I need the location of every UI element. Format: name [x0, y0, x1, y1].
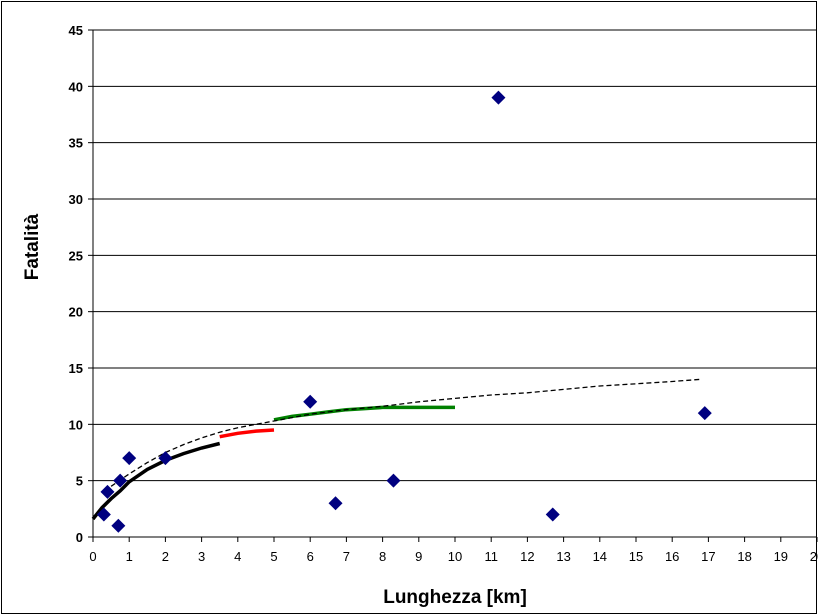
data-points — [96, 90, 712, 533]
data-point-2 — [100, 484, 115, 499]
trend-curve-4 — [110, 378, 702, 487]
x-tick-label-6: 6 — [307, 549, 314, 564]
data-point-10 — [491, 90, 506, 105]
trend-curve-2 — [219, 428, 275, 439]
data-point-6 — [158, 451, 173, 466]
x-tick-label-17: 17 — [701, 549, 715, 564]
y-tick-label-15: 15 — [69, 361, 83, 376]
y-tick-label-30: 30 — [69, 192, 83, 207]
data-point-4 — [113, 473, 128, 488]
gridlines — [93, 29, 817, 482]
x-tick-label-3: 3 — [198, 549, 205, 564]
x-tick-label-1: 1 — [126, 549, 133, 564]
x-tick-label-20: 20 — [810, 549, 818, 564]
x-tick-label-18: 18 — [737, 549, 751, 564]
data-point-5 — [122, 451, 137, 466]
y-axis-title: Fatalità — [22, 213, 43, 280]
y-tick-label-40: 40 — [69, 79, 83, 94]
x-tick-label-16: 16 — [665, 549, 679, 564]
y-tick-label-20: 20 — [69, 305, 83, 320]
y-tick-label-10: 10 — [69, 417, 83, 432]
x-tick-label-19: 19 — [774, 549, 788, 564]
data-point-9 — [386, 473, 401, 488]
data-point-3 — [111, 518, 126, 533]
x-tick-labels: 01234567891011121314151617181920 — [89, 549, 818, 564]
data-point-1 — [96, 507, 111, 522]
y-tick-label-0: 0 — [76, 530, 83, 545]
data-point-12 — [697, 406, 712, 421]
y-tick-label-45: 45 — [69, 23, 83, 38]
x-tick-label-10: 10 — [448, 549, 462, 564]
x-tick-label-9: 9 — [415, 549, 422, 564]
x-tick-label-2: 2 — [162, 549, 169, 564]
trend-curves — [91, 378, 702, 521]
x-tick-label-4: 4 — [234, 549, 241, 564]
data-point-8 — [328, 496, 343, 511]
trend-curve-3 — [273, 405, 455, 422]
x-tick-label-11: 11 — [484, 549, 498, 564]
axes — [88, 29, 818, 542]
x-tick-label-13: 13 — [556, 549, 570, 564]
trend-curve-1 — [91, 441, 221, 521]
x-tick-label-15: 15 — [629, 549, 643, 564]
y-tick-label-25: 25 — [69, 248, 83, 263]
x-tick-label-7: 7 — [343, 549, 350, 564]
y-tick-labels: 0 5 10 15 20 25 30 35 40 45 — [69, 23, 83, 545]
y-tick-label-5: 5 — [76, 474, 83, 489]
x-tick-label-5: 5 — [270, 549, 277, 564]
x-axis-title: Lunghezza [km] — [383, 587, 527, 608]
x-tick-label-14: 14 — [593, 549, 607, 564]
x-tick-label-8: 8 — [379, 549, 386, 564]
data-point-11 — [545, 507, 560, 522]
data-point-7 — [303, 394, 318, 409]
y-tick-label-35: 35 — [69, 136, 83, 151]
x-tick-label-12: 12 — [520, 549, 534, 564]
x-tick-label-0: 0 — [89, 549, 96, 564]
